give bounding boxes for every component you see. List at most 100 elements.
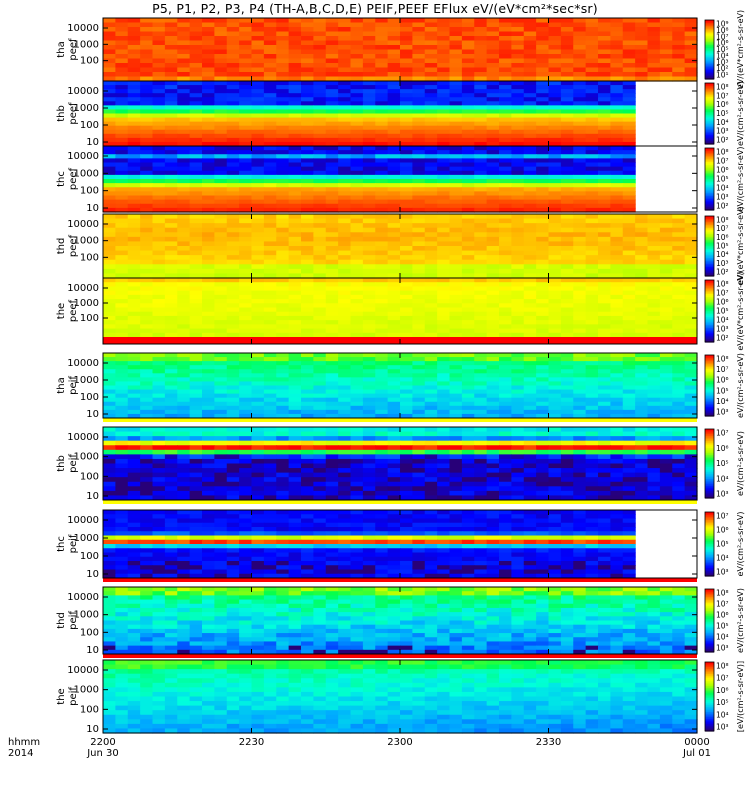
heatmap-cell	[164, 236, 178, 243]
heatmap-cell	[288, 22, 302, 28]
heatmap-cell	[610, 373, 624, 378]
heatmap-cell	[288, 72, 302, 78]
heatmap-cell	[400, 264, 413, 270]
heatmap-cell	[202, 179, 215, 184]
heatmap-cell	[251, 405, 265, 411]
heatmap-cell	[647, 290, 661, 296]
heatmap-cell	[301, 40, 314, 46]
heatmap-cell	[350, 183, 364, 188]
heatmap-cell	[536, 282, 550, 288]
heatmap-cell	[659, 458, 673, 465]
heatmap-cell	[548, 413, 562, 419]
heatmap-cell	[127, 445, 141, 451]
heatmap-cell	[523, 268, 537, 275]
heatmap-cell	[523, 328, 537, 334]
heatmap-cell	[486, 294, 500, 300]
heatmap-cell	[152, 332, 166, 338]
heatmap-cell	[189, 40, 203, 46]
heatmap-cell	[622, 294, 636, 300]
heatmap-cell	[424, 236, 438, 243]
heatmap-cell	[461, 361, 475, 366]
heatmap-cell	[375, 311, 389, 317]
heatmap-cell	[152, 236, 166, 243]
heatmap-cell	[684, 361, 698, 366]
heatmap-cell	[511, 154, 525, 159]
heatmap-cell	[115, 207, 129, 213]
colorbar-segment	[705, 128, 714, 131]
heatmap-cell	[449, 166, 463, 172]
heatmap-cell	[164, 315, 178, 321]
colorbar-label: 10⁷	[716, 365, 729, 374]
heatmap-cell	[461, 223, 475, 229]
heatmap-cell	[523, 146, 537, 151]
heatmap-cell	[313, 195, 327, 201]
heatmap-cell	[350, 179, 364, 184]
heatmap-cell	[276, 199, 290, 205]
heatmap-cell	[684, 214, 698, 220]
heatmap-cell	[239, 401, 253, 407]
heatmap-cell	[214, 76, 228, 82]
heatmap-cell	[523, 445, 537, 451]
heatmap-cell	[263, 232, 277, 238]
heatmap-cell	[350, 332, 364, 338]
heatmap-cell	[461, 377, 475, 383]
heatmap-cell	[523, 207, 537, 213]
heatmap-cell	[437, 311, 451, 317]
heatmap-cell	[610, 369, 624, 374]
heatmap-cell	[684, 232, 698, 238]
heatmap-cell	[350, 311, 364, 317]
heatmap-cell	[127, 36, 141, 42]
heatmap-cell	[585, 381, 599, 387]
heatmap-cell	[239, 218, 253, 224]
heatmap-cell	[263, 137, 277, 143]
heatmap-cell	[412, 49, 426, 55]
heatmap-cell	[598, 427, 611, 433]
heatmap-cell	[164, 303, 178, 309]
heatmap-cell	[276, 401, 290, 407]
heatmap-cell	[635, 463, 649, 469]
heatmap-cell	[536, 401, 550, 407]
heatmap-cell	[437, 195, 451, 201]
heatmap-cell	[362, 427, 376, 433]
heatmap-cell	[276, 468, 290, 474]
heatmap-cell	[313, 31, 327, 37]
heatmap-cell	[511, 259, 525, 265]
heatmap-cell	[474, 328, 488, 334]
heatmap-cell	[127, 63, 141, 69]
heatmap-cell	[684, 246, 698, 252]
heatmap-cell	[548, 259, 562, 265]
heatmap-cell	[523, 170, 537, 176]
heatmap-cell	[239, 58, 253, 64]
heatmap-cell	[140, 154, 154, 159]
heatmap-cell	[239, 449, 253, 455]
heatmap-cell	[424, 324, 438, 330]
heatmap-cell	[598, 307, 611, 313]
heatmap-cell	[622, 246, 636, 252]
heatmap-cell	[585, 357, 599, 362]
heatmap-cell	[449, 76, 463, 82]
heatmap-cell	[437, 381, 451, 387]
heatmap-cell	[276, 227, 290, 233]
colorbar-segment	[705, 394, 714, 397]
heatmap-cell	[573, 49, 587, 55]
heatmap-cell	[263, 236, 277, 243]
heatmap-cell	[325, 179, 339, 184]
heatmap-cell	[140, 214, 154, 220]
heatmap-cell	[362, 458, 376, 465]
heatmap-cell	[548, 332, 562, 338]
heatmap-cell	[313, 307, 327, 313]
heatmap-cell	[449, 361, 463, 366]
heatmap-cell	[486, 436, 500, 442]
heatmap-cell	[622, 381, 636, 387]
heatmap-cell	[164, 458, 178, 465]
heatmap-cell	[412, 146, 426, 151]
heatmap-cell	[226, 268, 240, 275]
heatmap-cell	[400, 203, 413, 209]
heatmap-cell	[672, 405, 686, 411]
heatmap-cell	[202, 324, 215, 330]
heatmap-cell	[313, 105, 327, 111]
heatmap-cell	[548, 31, 562, 37]
heatmap-cell	[659, 278, 673, 283]
heatmap-cell	[152, 158, 166, 164]
heatmap-cell	[325, 109, 339, 115]
